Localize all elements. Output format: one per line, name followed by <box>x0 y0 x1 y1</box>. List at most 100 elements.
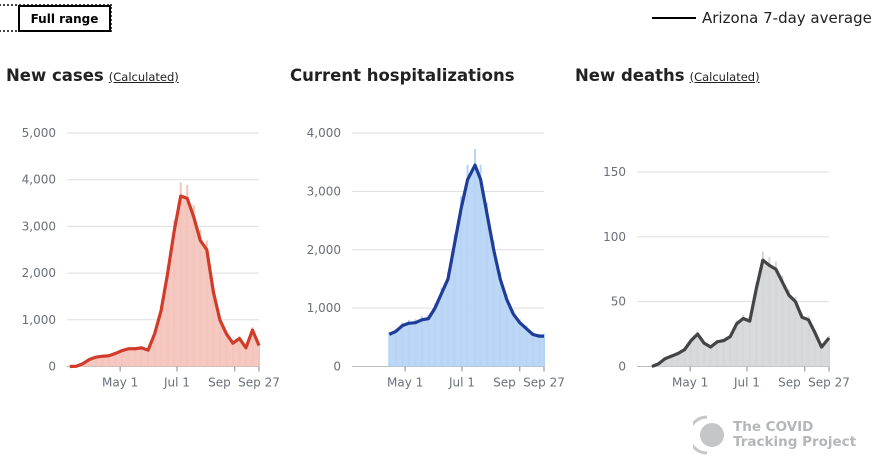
chart-title-new-cases: New cases (Calculated) <box>6 66 179 85</box>
daily-bar <box>433 303 436 367</box>
daily-bar <box>492 240 495 367</box>
title-text: New cases <box>6 66 104 85</box>
y-tick-label: 0 <box>618 360 626 374</box>
daily-bar <box>101 355 104 367</box>
daily-bar <box>140 346 143 367</box>
daily-bar <box>94 356 97 367</box>
daily-bar <box>394 328 397 367</box>
daily-bar <box>107 354 110 367</box>
daily-bar <box>761 251 764 367</box>
daily-bar <box>114 352 117 367</box>
y-tick-label: 0 <box>48 360 56 374</box>
daily-bar <box>127 347 130 367</box>
y-tick-label: 0 <box>333 360 341 374</box>
daily-bar <box>238 336 241 367</box>
y-tick-label: 2,000 <box>307 243 341 257</box>
daily-bar <box>173 220 176 367</box>
daily-bar <box>440 287 443 367</box>
y-tick-label: 5,000 <box>22 126 56 140</box>
daily-bar <box>499 271 502 367</box>
x-tick-label: Jul 1 <box>733 376 760 390</box>
daily-bar <box>460 196 463 367</box>
x-tick-label: Sep 27 <box>523 376 565 390</box>
daily-bar <box>453 234 456 367</box>
logo-line-2: Tracking Project <box>733 434 857 450</box>
y-tick-label: 1,000 <box>307 301 341 315</box>
full-range-button[interactable]: Full range <box>18 5 111 32</box>
x-tick-label: May 1 <box>387 376 423 390</box>
daily-bar <box>729 334 732 367</box>
daily-bar <box>212 285 215 367</box>
daily-bar <box>531 331 534 367</box>
daily-bar <box>205 240 208 367</box>
daily-bars-area <box>69 196 260 367</box>
daily-bar <box>538 333 541 367</box>
daily-bar <box>787 289 790 367</box>
daily-bar <box>663 358 666 367</box>
daily-bar <box>807 316 810 367</box>
daily-bar <box>153 331 156 367</box>
daily-bar <box>755 282 758 367</box>
covid-tracking-project-logo: The COVID Tracking Project <box>693 415 856 455</box>
y-tick-label: 4,000 <box>22 173 56 187</box>
calculated-link[interactable]: (Calculated) <box>689 70 760 84</box>
seven-day-average-line <box>388 163 544 338</box>
y-tick-label: 100 <box>603 230 626 244</box>
logo-icon <box>693 415 724 455</box>
daily-bars-area <box>651 260 829 367</box>
y-tick-label: 1,000 <box>22 313 56 327</box>
daily-bar <box>88 358 91 367</box>
daily-bar <box>147 348 150 367</box>
daily-bar <box>244 346 247 367</box>
daily-bar <box>800 313 803 367</box>
daily-bar <box>525 325 528 367</box>
seven-day-average-line <box>651 258 831 368</box>
daily-bar <box>447 271 449 367</box>
daily-bar <box>258 343 260 367</box>
calculated-link[interactable]: (Calculated) <box>108 70 179 84</box>
daily-bar <box>166 265 169 367</box>
daily-bar <box>407 319 410 367</box>
daily-bar <box>518 319 521 367</box>
title-text: Current hospitalizations <box>290 66 515 85</box>
chart-title-hospitalizations: Current hospitalizations <box>290 66 515 85</box>
x-tick-label: May 1 <box>672 376 708 390</box>
chart-title-new-deaths: New deaths (Calculated) <box>575 66 760 85</box>
daily-bar <box>820 345 823 367</box>
seven-day-average-line <box>69 194 261 369</box>
daily-bar <box>160 305 163 367</box>
x-tick-label: Jul 1 <box>163 376 190 390</box>
daily-bar <box>814 330 817 367</box>
daily-bar <box>794 296 797 367</box>
y-tick-label: 3,000 <box>22 219 56 233</box>
daily-bar <box>828 335 830 367</box>
y-tick-label: 4,000 <box>307 126 341 140</box>
daily-bar <box>179 182 182 367</box>
daily-bar <box>683 348 686 367</box>
daily-bar <box>466 164 469 367</box>
y-tick-label: 150 <box>603 165 626 179</box>
daily-bar <box>670 355 673 367</box>
daily-bar <box>768 257 771 367</box>
y-tick-label: 50 <box>611 295 626 309</box>
daily-bar <box>696 331 699 367</box>
legend-line-swatch <box>652 17 696 19</box>
y-tick-label: 3,000 <box>307 184 341 198</box>
daily-bar <box>716 339 719 367</box>
daily-bar <box>186 184 189 367</box>
x-tick-label: Sep 27 <box>808 376 850 390</box>
logo-line-1: The COVID <box>733 419 814 435</box>
daily-bar <box>420 316 423 367</box>
daily-bar <box>543 333 545 367</box>
title-text: New deaths <box>575 66 685 85</box>
daily-bar <box>709 345 712 367</box>
daily-bar <box>192 205 195 367</box>
daily-bar <box>199 230 202 367</box>
daily-bar <box>774 261 777 367</box>
legend-label: Arizona 7-day average <box>702 9 872 27</box>
daily-bar <box>677 352 680 367</box>
daily-bar <box>690 338 693 367</box>
daily-bar <box>225 331 228 367</box>
daily-bar <box>486 202 489 367</box>
